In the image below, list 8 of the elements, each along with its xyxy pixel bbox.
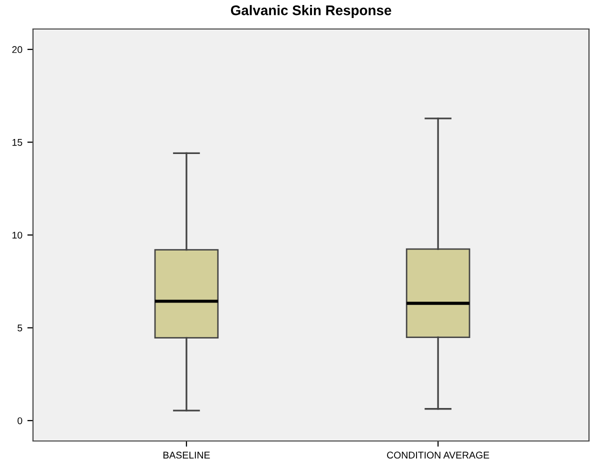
- chart-title: Galvanic Skin Response: [230, 5, 392, 18]
- y-tick-label: 5: [18, 324, 22, 332]
- x-tick-label: BASELINE: [163, 452, 210, 459]
- y-tick-label: 10: [12, 232, 22, 239]
- y-tick-label: 20: [12, 46, 22, 54]
- x-tick-label: CONDITION AVERAGE: [387, 452, 490, 459]
- y-tick-label: 15: [12, 139, 22, 146]
- y-tick-label: 0: [18, 417, 22, 424]
